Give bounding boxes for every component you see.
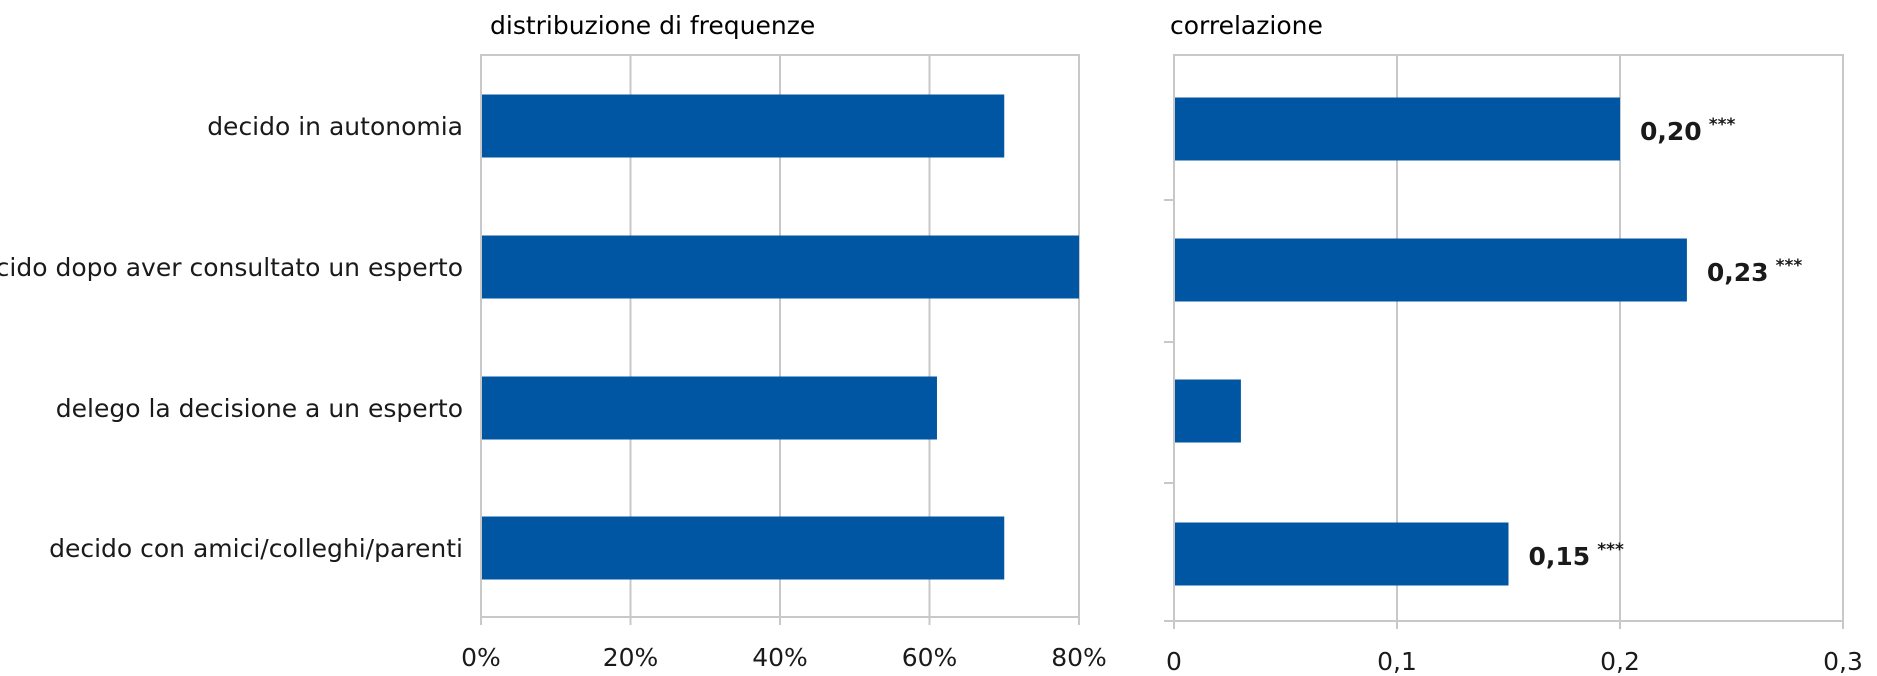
data-label-significance: *** <box>1597 540 1624 560</box>
x-tick-label: 0% <box>461 643 501 672</box>
category-label: decido dopo aver consultato un esperto <box>0 253 463 282</box>
frequency-chart-title: distribuzione di frequenze <box>490 11 815 40</box>
correlation-bars <box>1175 97 1687 586</box>
x-tick-label: 0 <box>1166 647 1182 676</box>
frequency-category-labels: decido in autonomia decido dopo aver cons… <box>0 112 463 563</box>
data-label: 0,20 *** <box>1640 115 1735 146</box>
x-tick-label: 0,2 <box>1600 647 1640 676</box>
data-label-value: 0,20 <box>1640 117 1702 146</box>
bar <box>482 516 1005 580</box>
data-label: 0,23 *** <box>1707 256 1802 287</box>
frequency-bars <box>482 94 1079 580</box>
category-label: decido in autonomia <box>207 112 463 141</box>
data-label-value: 0,23 <box>1707 258 1769 287</box>
x-tick-label: 0,1 <box>1377 647 1417 676</box>
plot-frame <box>1173 54 1844 622</box>
frequency-tick-labels: 0% 20% 40% 60% 80% <box>461 643 1107 672</box>
x-tick-label: 80% <box>1051 643 1107 672</box>
bar <box>1175 522 1509 586</box>
x-tick-label: 0,3 <box>1823 647 1863 676</box>
bar <box>482 235 1079 299</box>
category-label: delego la decisione a un esperto <box>56 394 463 423</box>
data-label-significance: *** <box>1776 256 1803 276</box>
chart-frequency: distribuzione di frequenze decido in aut… <box>0 11 1107 672</box>
correlation-data-labels: 0,20 *** 0,23 *** 0,15 *** <box>1529 115 1803 571</box>
correlation-tick-labels: 0 0,1 0,2 0,3 <box>1166 647 1863 676</box>
bar <box>1175 379 1241 443</box>
x-tick-label: 40% <box>752 643 808 672</box>
data-label-value: 0,15 <box>1529 542 1591 571</box>
correlation-chart-title: correlazione <box>1170 11 1323 40</box>
data-label-significance: *** <box>1709 115 1736 135</box>
bar <box>1175 238 1687 302</box>
bar <box>482 94 1005 158</box>
bar <box>1175 97 1620 161</box>
data-label: 0,15 *** <box>1529 540 1624 571</box>
x-tick-label: 20% <box>603 643 659 672</box>
chart-correlation: correlazione 0,20 ***0,23 ***0,15 *** 0 0,1 0… <box>1164 11 1863 676</box>
category-label: decido con amici/colleghi/parenti <box>49 534 463 563</box>
bar <box>482 376 937 440</box>
x-tick-label: 60% <box>902 643 958 672</box>
